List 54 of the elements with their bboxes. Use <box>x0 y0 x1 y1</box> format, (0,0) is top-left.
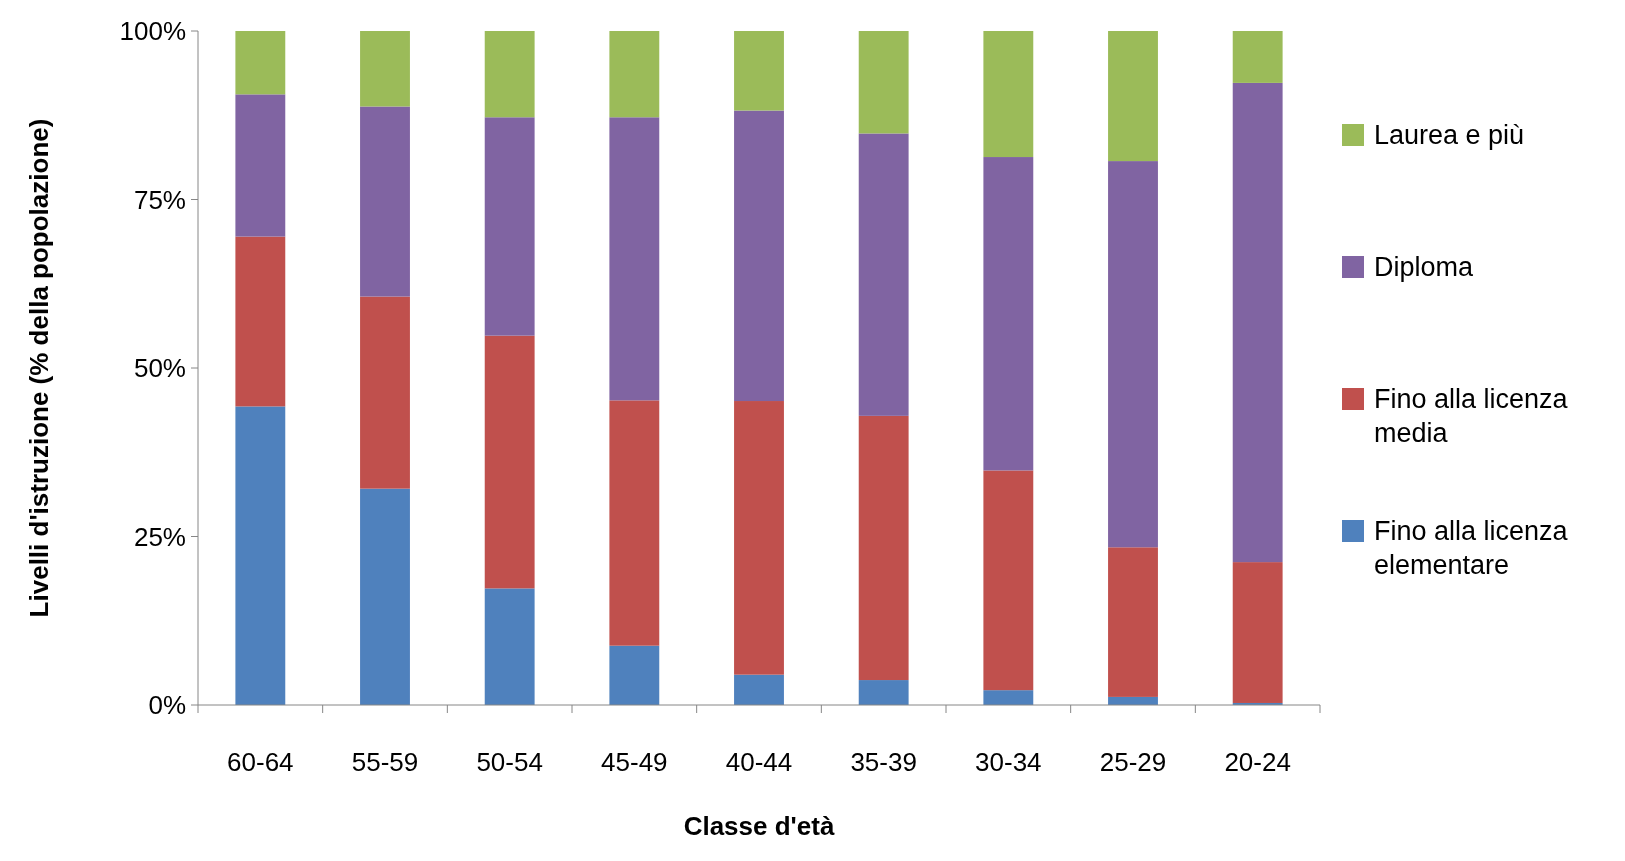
bar <box>484 335 535 589</box>
bar <box>235 406 286 705</box>
x-tick-label: 25-29 <box>1099 747 1167 777</box>
bar <box>1232 31 1283 83</box>
bar <box>1108 547 1158 697</box>
bar <box>235 236 286 407</box>
bar <box>983 31 1034 158</box>
bar <box>734 31 784 111</box>
y-tick-label: 75% <box>133 184 186 215</box>
x-tick-label: 55-59 <box>351 747 419 777</box>
legend-label: Diploma <box>1374 252 1475 283</box>
bar <box>858 415 909 681</box>
bar <box>858 680 909 705</box>
bar <box>734 401 784 675</box>
y-tick-label: 100% <box>119 16 186 47</box>
bar <box>484 588 535 705</box>
bar <box>609 31 660 118</box>
x-tick-label: 60-64 <box>227 747 294 777</box>
bar <box>734 110 784 402</box>
bar <box>983 470 1034 691</box>
bar <box>235 31 286 95</box>
x-tick-label: 35-39 <box>850 747 917 777</box>
x-tick-label: 30-34 <box>975 747 1042 777</box>
bar <box>360 296 410 489</box>
bar <box>858 133 909 416</box>
y-tick-label: 0% <box>148 690 186 721</box>
x-axis-title: Classe d'età <box>683 811 835 841</box>
bar <box>609 117 660 401</box>
x-tick-label: 40-44 <box>725 747 793 777</box>
bar <box>609 645 660 705</box>
bar <box>1232 82 1283 563</box>
bar <box>360 31 410 107</box>
bar <box>858 31 909 134</box>
bar <box>360 488 410 705</box>
bar <box>484 117 535 336</box>
x-tick-label: 45-49 <box>601 747 668 777</box>
bar <box>360 106 410 297</box>
legend-label: Fino alla licenza elementare <box>1374 516 1569 581</box>
x-tick-label: 50-54 <box>476 747 543 777</box>
x-tick-label: 20-24 <box>1224 747 1291 777</box>
bar <box>1108 31 1158 162</box>
bar <box>484 31 535 118</box>
bar <box>734 674 784 705</box>
legend-label: Fino alla licenza media <box>1374 384 1569 449</box>
bar <box>609 400 660 646</box>
bar <box>983 690 1034 705</box>
y-axis-title: Livelli d'istruzione (% della popolazione) <box>24 118 54 618</box>
bar <box>1232 562 1283 703</box>
bar <box>235 94 286 237</box>
y-tick-label: 50% <box>133 353 186 384</box>
y-tick-label: 25% <box>133 521 186 552</box>
bar <box>1108 161 1158 548</box>
legend-label: Laurea e più <box>1374 120 1525 151</box>
bar <box>983 157 1034 471</box>
